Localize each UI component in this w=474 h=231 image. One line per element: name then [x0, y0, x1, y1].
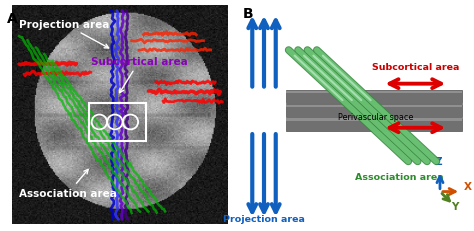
- Text: Y: Y: [452, 201, 459, 211]
- Text: X: X: [464, 181, 472, 191]
- Bar: [286, 91, 462, 103]
- Bar: [286, 105, 462, 107]
- Text: Perivascular space: Perivascular space: [338, 112, 413, 121]
- Bar: [286, 118, 462, 131]
- Text: Subcortical area: Subcortical area: [372, 63, 459, 71]
- Text: A: A: [7, 12, 18, 25]
- Text: Z: Z: [434, 157, 442, 167]
- Text: Association area: Association area: [19, 170, 117, 198]
- Text: Subcortical area: Subcortical area: [91, 57, 188, 93]
- Text: Projection area: Projection area: [19, 20, 109, 49]
- Text: Association area: Association area: [355, 172, 443, 181]
- Bar: [89, 104, 146, 141]
- Bar: [286, 119, 462, 121]
- Bar: [286, 104, 462, 117]
- Text: B: B: [243, 7, 254, 21]
- Text: Projection area: Projection area: [223, 214, 305, 223]
- Bar: [286, 91, 462, 94]
